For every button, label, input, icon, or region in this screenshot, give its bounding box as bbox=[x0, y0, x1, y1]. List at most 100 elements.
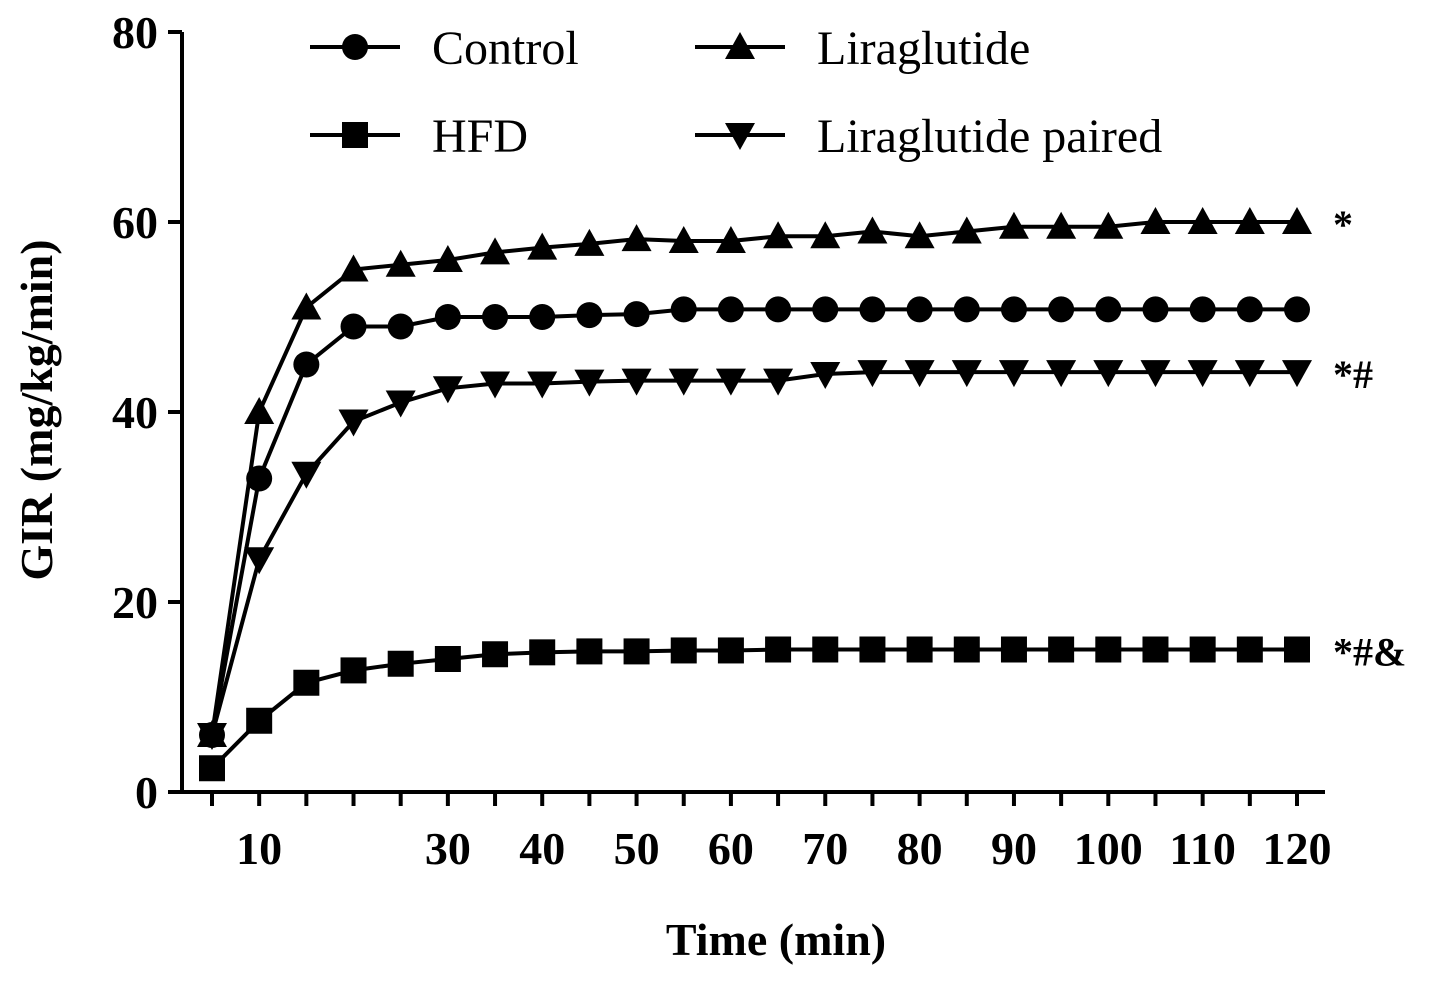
data-point-liraglutide bbox=[1093, 211, 1124, 239]
data-point-control bbox=[1048, 296, 1075, 323]
legend-marker bbox=[342, 122, 368, 148]
data-point-liraglutide bbox=[574, 228, 605, 256]
data-point-liraglutide bbox=[668, 226, 699, 253]
series-liraglutide bbox=[197, 207, 1312, 747]
data-point-liraglutide-paired bbox=[857, 360, 888, 388]
data-point-liraglutide bbox=[432, 245, 463, 272]
data-point-liraglutide bbox=[621, 224, 652, 252]
data-point-liraglutide bbox=[385, 249, 416, 277]
data-point-liraglutide-paired bbox=[291, 461, 322, 489]
data-point-liraglutide-paired bbox=[1282, 360, 1312, 388]
data-point-hfd bbox=[670, 637, 697, 664]
y-tick-label: 20 bbox=[112, 577, 158, 628]
data-point-liraglutide bbox=[715, 226, 746, 253]
data-point-liraglutide bbox=[951, 216, 982, 244]
data-point-hfd bbox=[1284, 636, 1310, 663]
annotations: * *# *#& bbox=[1333, 202, 1406, 675]
data-point-liraglutide-paired bbox=[763, 368, 794, 396]
data-point-control bbox=[953, 296, 980, 323]
data-point-hfd bbox=[1236, 636, 1263, 663]
x-tick-label: 120 bbox=[1263, 823, 1332, 874]
data-point-liraglutide bbox=[338, 254, 369, 282]
data-point-liraglutide-paired bbox=[574, 369, 605, 397]
series-layer bbox=[197, 207, 1312, 782]
data-point-liraglutide bbox=[527, 232, 558, 260]
data-point-control bbox=[340, 313, 367, 340]
data-point-hfd bbox=[199, 755, 225, 782]
legend-item-hfd: HFD bbox=[310, 110, 528, 163]
data-point-liraglutide bbox=[1046, 211, 1077, 239]
y-tick-label: 60 bbox=[112, 197, 158, 248]
data-point-liraglutide-paired bbox=[998, 360, 1029, 388]
data-point-liraglutide-paired bbox=[810, 362, 841, 389]
legend: Control HFD Liraglutide Liraglutide paired bbox=[310, 22, 1162, 163]
data-point-hfd bbox=[1142, 636, 1169, 663]
y-tick-label: 40 bbox=[112, 387, 158, 438]
legend-label: Liraglutide bbox=[817, 22, 1030, 75]
data-point-control bbox=[482, 304, 509, 330]
significance-annotation: *#& bbox=[1333, 630, 1406, 675]
series-hfd bbox=[199, 636, 1310, 782]
legend-marker bbox=[342, 34, 368, 60]
x-tick-label: 90 bbox=[991, 823, 1037, 874]
data-point-liraglutide-paired bbox=[1093, 360, 1124, 388]
data-point-liraglutide-paired bbox=[951, 360, 982, 388]
data-point-liraglutide-paired bbox=[1046, 360, 1077, 388]
x-tick-label: 100 bbox=[1074, 823, 1143, 874]
data-point-control bbox=[765, 296, 792, 323]
data-point-liraglutide bbox=[244, 397, 275, 424]
data-point-control bbox=[812, 296, 839, 323]
y-tick-label: 0 bbox=[135, 767, 158, 818]
data-point-control bbox=[1095, 296, 1122, 323]
legend-label: Liraglutide paired bbox=[817, 110, 1162, 163]
data-point-control bbox=[906, 296, 933, 323]
data-point-control bbox=[434, 304, 461, 330]
data-point-hfd bbox=[623, 638, 650, 665]
legend-item-liraglutide: Liraglutide bbox=[695, 22, 1030, 75]
data-point-hfd bbox=[1189, 636, 1216, 663]
data-point-liraglutide bbox=[810, 221, 841, 249]
data-point-hfd bbox=[1095, 636, 1122, 663]
data-point-liraglutide bbox=[291, 292, 322, 320]
x-axis-ticks: 10 30 40 50 60 70 80 90 100 110 120 bbox=[210, 792, 1332, 874]
data-point-liraglutide bbox=[1282, 207, 1312, 234]
data-point-liraglutide-paired bbox=[621, 368, 652, 396]
data-point-hfd bbox=[293, 669, 320, 696]
legend-marker bbox=[725, 123, 755, 150]
data-point-liraglutide-paired bbox=[480, 371, 511, 399]
legend-item-control: Control bbox=[310, 22, 579, 75]
data-point-hfd bbox=[340, 657, 367, 684]
legend-item-liraglutide-paired: Liraglutide paired bbox=[695, 110, 1162, 163]
data-point-hfd bbox=[765, 636, 792, 663]
data-point-hfd bbox=[576, 638, 603, 665]
data-point-control bbox=[670, 296, 697, 323]
x-tick-label: 30 bbox=[425, 823, 471, 874]
data-point-hfd bbox=[1000, 636, 1027, 663]
data-point-liraglutide bbox=[1140, 207, 1171, 234]
series-line-liraglutide-paired bbox=[210, 370, 1297, 736]
data-point-control bbox=[717, 296, 744, 323]
series-line-hfd bbox=[210, 647, 1297, 770]
data-point-control bbox=[387, 313, 414, 340]
data-point-liraglutide bbox=[763, 221, 794, 249]
data-point-liraglutide bbox=[1234, 207, 1265, 234]
x-tick-label: 50 bbox=[614, 823, 660, 874]
significance-annotation: *# bbox=[1333, 352, 1373, 397]
y-axis-ticks: 0 20 40 60 80 bbox=[112, 7, 182, 818]
data-point-liraglutide bbox=[998, 211, 1029, 239]
x-tick-label: 40 bbox=[519, 823, 565, 874]
data-point-liraglutide-paired bbox=[1234, 360, 1265, 388]
significance-annotation: * bbox=[1333, 202, 1353, 247]
data-point-liraglutide-paired bbox=[338, 409, 369, 437]
data-point-hfd bbox=[387, 650, 414, 677]
data-point-liraglutide-paired bbox=[432, 376, 463, 404]
data-point-control bbox=[293, 351, 320, 378]
data-point-liraglutide bbox=[1187, 207, 1218, 234]
data-point-liraglutide-paired bbox=[715, 368, 746, 396]
x-axis-label: Time (min) bbox=[666, 914, 886, 965]
data-point-control bbox=[246, 465, 273, 492]
data-point-liraglutide-paired bbox=[244, 547, 275, 575]
x-tick-label: 10 bbox=[236, 823, 282, 874]
data-point-control bbox=[576, 302, 603, 329]
